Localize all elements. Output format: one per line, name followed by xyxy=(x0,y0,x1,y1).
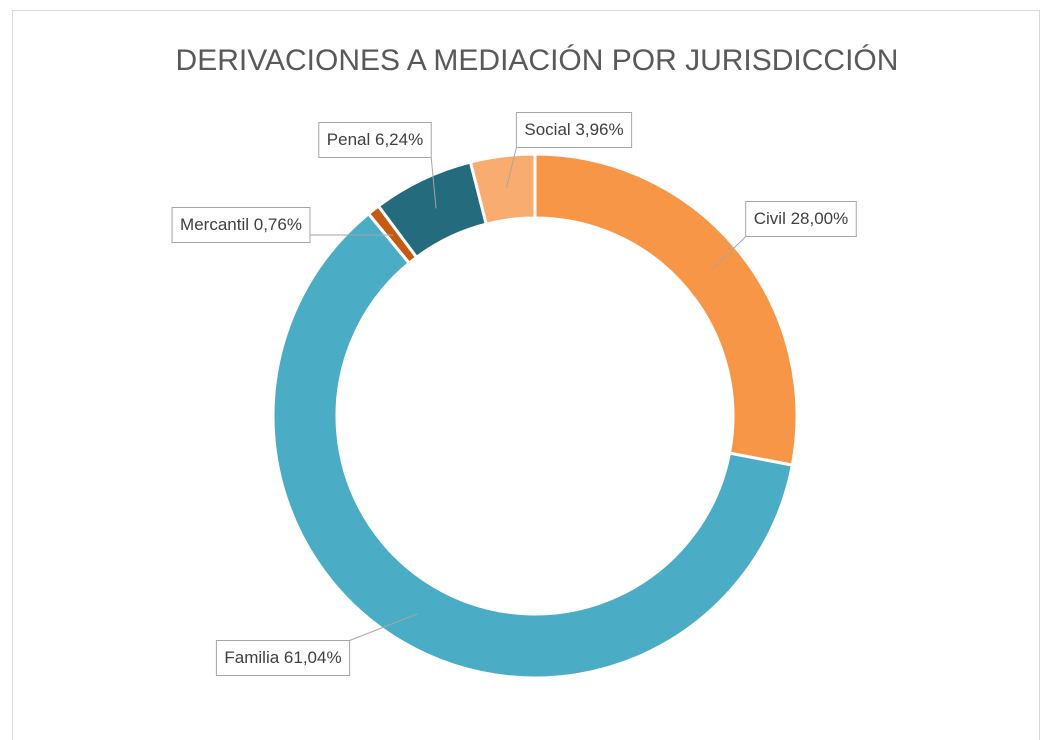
leader-line xyxy=(711,236,747,270)
leader-line xyxy=(505,147,517,188)
data-label: Familia 61,04% xyxy=(224,648,341,667)
value-label: 0,76% xyxy=(254,215,302,234)
category-name: Familia xyxy=(224,648,279,667)
value-label: 6,24% xyxy=(375,130,423,149)
chart-title: DERIVACIONES A MEDIACIÓN POR JURISDICCIÓ… xyxy=(176,44,899,77)
value-label: 61,04% xyxy=(284,648,342,667)
donut-segment xyxy=(271,211,795,680)
category-name: Penal xyxy=(327,130,370,149)
value-label: 3,96% xyxy=(575,120,623,139)
leader-line xyxy=(430,157,437,209)
category-name: Mercantil xyxy=(180,215,249,234)
data-label: Penal 6,24% xyxy=(327,130,423,149)
category-name: Civil xyxy=(754,209,786,228)
donut-segment xyxy=(468,152,537,226)
data-label: Social 3,96% xyxy=(524,120,623,139)
data-label-box xyxy=(215,640,351,676)
category-name: Social xyxy=(524,120,570,139)
data-label: Civil 28,00% xyxy=(754,209,849,228)
donut-segment xyxy=(533,152,799,467)
data-label-box xyxy=(171,207,311,243)
value-label: 28,00% xyxy=(791,209,849,228)
data-label: Mercantil 0,76% xyxy=(180,215,302,234)
data-label-box xyxy=(515,112,633,148)
data-label-box xyxy=(318,122,432,158)
leader-line xyxy=(349,613,418,641)
data-label-box xyxy=(745,201,857,237)
